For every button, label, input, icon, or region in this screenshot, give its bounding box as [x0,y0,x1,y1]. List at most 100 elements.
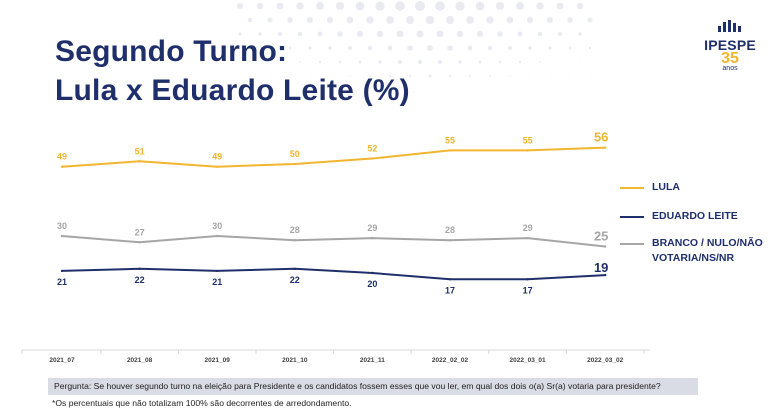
decor-dot [436,30,444,38]
data-label-lula: 50 [290,149,300,159]
legend-label-lula: LULA [652,181,680,193]
decor-dot [425,15,435,25]
data-label-branco: 27 [135,227,145,237]
data-label-lula: 51 [135,146,145,156]
decor-dot [507,45,513,51]
decor-dot [415,1,425,11]
decor-dot [445,15,455,25]
decor-dot [498,60,502,64]
logo-years: 35 [721,50,739,67]
decor-dot [347,45,353,51]
legend-swatch-branco [620,243,644,245]
decor-dot [398,60,402,64]
x-tick-label: 2021_08 [127,357,153,364]
data-point-lula [526,149,529,152]
decor-dot [578,32,582,36]
data-point-leite [448,278,452,281]
legend-label-branco-line-1: BRANCO / NULO/NÃO [652,237,763,249]
decor-dot [395,1,405,11]
data-point-leite [604,273,607,277]
data-point-lula [448,149,452,152]
decor-dot [317,31,323,37]
decor-dot [509,75,511,77]
decor-dot [256,2,264,10]
data-point-lula [216,165,219,168]
decor-dot [239,61,241,63]
x-tick-label: 2021_10 [282,357,308,364]
decor-dot [516,2,524,10]
data-point-leite [60,269,64,273]
data-label-lula: 52 [367,144,377,154]
legend-label-branco: BRANCO / NULO/NÃO VOTARIA/NS/NR [652,236,763,266]
decor-dot [277,31,283,37]
decor-dot [288,46,292,50]
decor-dot [549,75,551,77]
data-label-branco: 29 [523,223,533,233]
decor-dot [408,74,412,78]
data-label-branco: 28 [445,225,455,235]
legend-swatch-lula [620,187,644,189]
data-point-lula [138,160,141,163]
decor-dot [318,60,322,64]
decor-dot [438,60,442,64]
decor-dot [589,75,591,77]
decor-dot [388,74,392,78]
data-point-branco [138,241,141,244]
data-label-leite: 22 [135,275,145,285]
data-point-branco [604,245,607,248]
decor-dot [236,2,244,10]
decor-dot [289,75,291,77]
decor-dot [268,46,272,50]
decor-dot [367,45,373,51]
decor-dot [328,46,332,50]
x-tick-label: 2022_02_02 [432,357,469,364]
decor-dot [427,45,433,51]
data-label-leite: 22 [290,275,300,285]
data-point-branco [60,234,64,238]
data-label-branco: 30 [212,221,222,231]
decor-dot [307,17,313,23]
decor-dot [497,31,503,37]
decor-dot [477,31,483,37]
x-tick-label: 2021_07 [49,357,75,364]
decor-dot [486,16,494,24]
decor-dot [329,75,331,77]
decor-dot [276,2,284,10]
decor-dot [376,30,384,38]
decor-dot [309,75,311,77]
decor-dot [299,61,301,63]
decor-dot [568,46,572,50]
decor-dot [576,2,584,10]
legend-label-branco-line-2: VOTARIA/NS/NR [652,252,735,264]
decor-dot [487,45,493,51]
decor-dot [349,75,351,77]
data-point-branco [526,236,529,240]
decor-dot [259,61,261,63]
decor-dot [559,61,561,63]
logo-brand: IPESPE [704,37,756,53]
decor-dot [518,60,522,64]
decor-dot [506,16,514,24]
data-label-leite: 17 [523,285,533,295]
decor-dot [458,60,462,64]
decor-dot [548,46,552,50]
x-tick-label: 2022_03_01 [510,357,547,364]
decor-dot [416,30,424,38]
data-point-lula [604,146,607,149]
decor-dot [467,45,473,51]
x-tick-label: 2021_11 [360,357,385,364]
decor-dot [547,17,553,23]
decor-dot [355,1,365,11]
decor-dot [526,16,534,24]
decor-dot [396,30,404,38]
decor-dot [297,31,303,37]
decor-dot [536,2,544,10]
decor-dot [517,31,523,37]
decor-dot [435,1,445,11]
decor-dot [238,32,242,36]
decor-dot [405,15,415,25]
decor-dot [267,17,273,23]
decor-dot [335,1,345,11]
decor-dot [489,75,491,77]
